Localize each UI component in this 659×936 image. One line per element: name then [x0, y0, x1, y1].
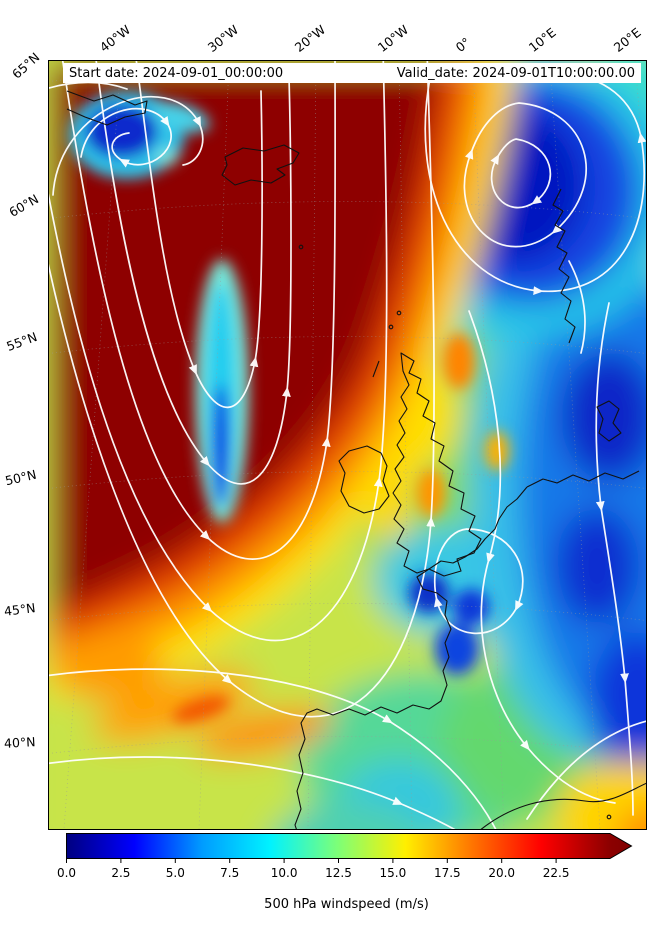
colorbar-tick-label: 17.5	[433, 866, 461, 880]
colorbar-tick-label: 22.5	[542, 866, 570, 880]
colorbar: 0.0 2.5 5.0 7.5 10.0 12.5 15.0 17.5 20.0…	[57, 833, 638, 885]
coastlines	[66, 90, 646, 829]
windspeed-heatmap	[49, 61, 646, 829]
lon-tick-label: 40°W	[96, 21, 134, 55]
lat-tick-label: 60°N	[6, 191, 42, 220]
lat-tick-label: 55°N	[4, 329, 40, 354]
lon-tick-label: 20°E	[610, 24, 644, 55]
colorbar-tick-label: 0.0	[56, 866, 77, 880]
date-header: Start date: 2024-09-01_00:00:00 Valid_da…	[63, 63, 641, 83]
start-date-label: Start date: 2024-09-01_00:00:00	[69, 65, 284, 81]
lat-tick-label: 65°N	[9, 49, 43, 82]
colorbar-tick-label: 12.5	[325, 866, 352, 880]
lon-tick-label: 10°W	[374, 21, 412, 55]
colorbar-gradient	[66, 833, 633, 863]
lat-tick-label: 40°N	[3, 734, 36, 751]
lat-tick-label: 50°N	[3, 466, 38, 489]
lon-tick-label: 30°W	[204, 21, 242, 55]
colorbar-tick-label: 2.5	[111, 866, 131, 880]
lon-tick-label: 0°	[452, 34, 474, 55]
lat-tick-label: 45°N	[3, 600, 37, 619]
lon-tick-label: 20°W	[291, 21, 329, 55]
map-plot: Start date: 2024-09-01_00:00:00 Valid_da…	[48, 60, 647, 830]
valid-date-label: Valid_date: 2024-09-01T10:00:00.00	[396, 65, 635, 81]
colorbar-tick-label: 7.5	[220, 866, 240, 880]
colorbar-tick-label: 10.0	[270, 866, 298, 880]
colorbar-tick-label: 15.0	[379, 866, 407, 880]
colorbar-tick-label: 20.0	[488, 866, 516, 880]
colorbar-axis-label: 500 hPa windspeed (m/s)	[264, 897, 429, 912]
colorbar-tick-label: 5.0	[165, 866, 185, 880]
lon-tick-label: 10°E	[525, 24, 559, 55]
streamlines	[49, 61, 646, 829]
